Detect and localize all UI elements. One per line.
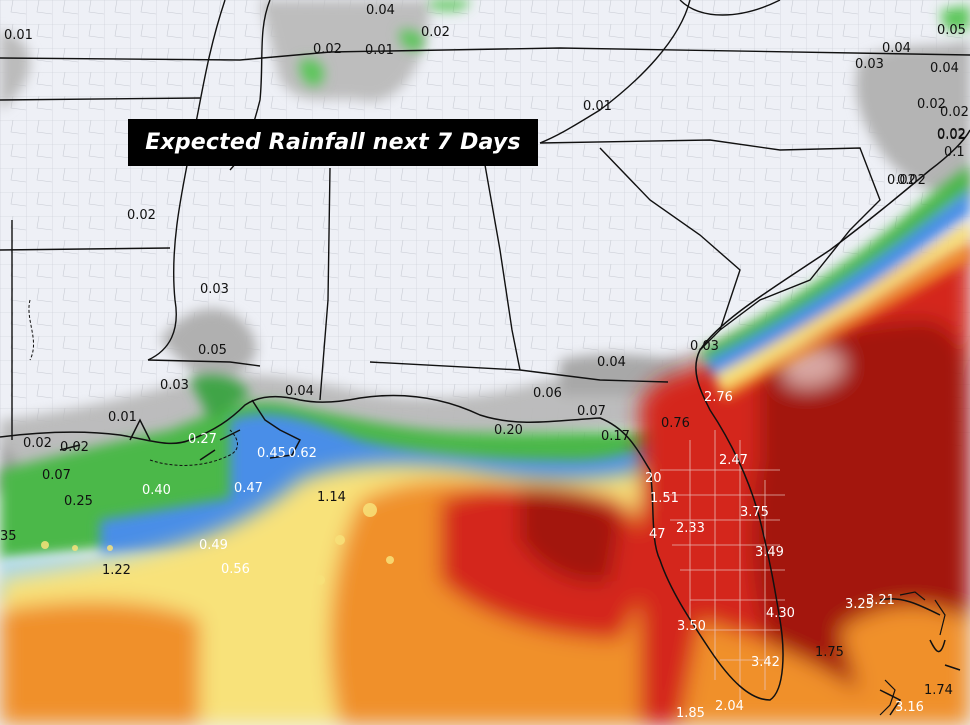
rain-label: 2.47 xyxy=(719,453,748,468)
bayou-detail xyxy=(28,299,238,466)
rain-label: 0.25 xyxy=(64,494,93,509)
rain-label: 0.02 xyxy=(127,208,156,223)
florida-counties xyxy=(660,430,785,700)
rain-label: 0.03 xyxy=(855,57,884,72)
rain-label: 0.49 xyxy=(199,538,228,553)
rain-label: 1.14 xyxy=(317,490,346,505)
rain-label: 0.20 xyxy=(494,423,523,438)
map-title: Expected Rainfall next 7 Days xyxy=(145,130,521,155)
rain-label: 3.25 xyxy=(845,597,874,612)
rain-label: 0.05 xyxy=(198,343,227,358)
rain-label: 0.04 xyxy=(882,41,911,56)
coastline xyxy=(0,129,970,716)
rain-label: 0.1 xyxy=(944,145,965,160)
rain-label: 0.62 xyxy=(288,446,317,461)
rain-label: 0.04 xyxy=(366,3,395,18)
rain-label: 3.21 xyxy=(866,593,895,608)
rain-label: 0.02 xyxy=(897,173,926,188)
rain-label: 0.02 xyxy=(937,128,966,143)
rain-label: 0.27 xyxy=(188,432,217,447)
rain-label: 0.04 xyxy=(930,61,959,76)
atlantic-band xyxy=(700,165,970,400)
rain-label: 0.45 xyxy=(257,446,286,461)
rain-label: 0.02 xyxy=(313,42,342,57)
rain-label: 0.02 xyxy=(917,97,946,112)
rain-label: 0.02 xyxy=(60,440,89,455)
rain-label: 1.51 xyxy=(650,491,679,506)
rain-label: 47 xyxy=(649,527,666,542)
rain-label: 0.02 xyxy=(937,127,966,142)
rain-label: 0.76 xyxy=(661,416,690,431)
rain-label: 1.74 xyxy=(924,683,953,698)
rain-label: 2.76 xyxy=(704,390,733,405)
rain-label: 2.04 xyxy=(715,699,744,714)
rain-label: 3.49 xyxy=(755,545,784,560)
rain-label: 1.22 xyxy=(102,563,131,578)
rain-label: 0.06 xyxy=(533,386,562,401)
rain-label: 0.01 xyxy=(108,410,137,425)
rain-label: 4.30 xyxy=(766,606,795,621)
rain-label: 35 xyxy=(0,529,17,544)
rain-label: 0.01 xyxy=(4,28,33,43)
rain-label: 3.50 xyxy=(677,619,706,634)
rain-label: 0.03 xyxy=(690,339,719,354)
rain-label: 1.75 xyxy=(815,645,844,660)
rain-label: 0.04 xyxy=(285,384,314,399)
rain-label: 0.04 xyxy=(597,355,626,370)
rain-label: 0.56 xyxy=(221,562,250,577)
rain-label: 0.03 xyxy=(200,282,229,297)
rain-label: 1.85 xyxy=(676,706,705,721)
rain-label: 3.42 xyxy=(751,655,780,670)
rain-label: 0.40 xyxy=(142,483,171,498)
rain-label: 0.07 xyxy=(42,468,71,483)
rain-label: 0.17 xyxy=(601,429,630,444)
gulf-speckle xyxy=(41,503,394,606)
map-title-box: Expected Rainfall next 7 Days xyxy=(128,119,538,166)
islands xyxy=(879,591,946,716)
rain-label: 0.02 xyxy=(23,436,52,451)
rain-label: 0.47 xyxy=(234,481,263,496)
rain-label: 20 xyxy=(645,471,662,486)
rain-label: 0.07 xyxy=(577,404,606,419)
rain-label: 0.01 xyxy=(583,99,612,114)
rain-label: 2.33 xyxy=(676,521,705,536)
rain-label: 0.02 xyxy=(940,105,969,120)
rain-label: 3.16 xyxy=(895,700,924,715)
rain-label: 0.01 xyxy=(365,43,394,58)
rain-label: 0.05 xyxy=(937,23,966,38)
rain-label: 0.02 xyxy=(887,173,916,188)
rain-label: 3.75 xyxy=(740,505,769,520)
rain-label: 0.03 xyxy=(160,378,189,393)
state-borders xyxy=(0,0,970,440)
rain-label: 0.02 xyxy=(421,25,450,40)
